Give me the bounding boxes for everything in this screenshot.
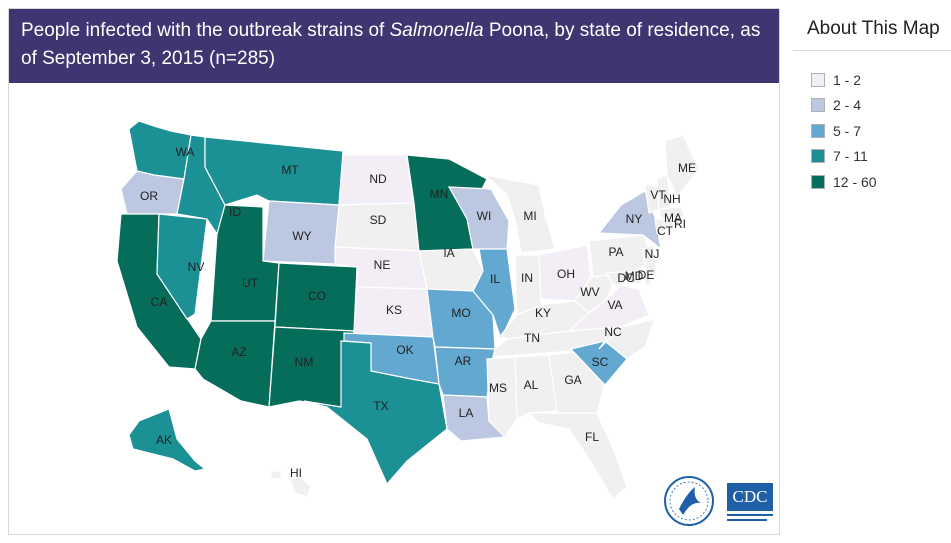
label-VA: VA (607, 298, 622, 312)
label-SD: SD (370, 213, 387, 227)
state-CT[interactable] (654, 218, 674, 234)
label-AL: AL (524, 378, 539, 392)
label-OK: OK (396, 343, 413, 357)
state-VA[interactable] (567, 284, 650, 332)
label-HI: HI (290, 466, 302, 480)
label-IN: IN (521, 271, 533, 285)
legend-label: 2 - 4 (833, 97, 862, 114)
label-MI: MI (523, 209, 536, 223)
state-MS[interactable] (486, 356, 518, 438)
state-MI[interactable] (483, 174, 556, 254)
legend-swatch (811, 72, 825, 87)
label-TX: TX (373, 399, 388, 413)
state-NJ[interactable] (642, 244, 658, 278)
label-KY: KY (535, 306, 551, 320)
label-SC: SC (592, 355, 609, 369)
label-WV: WV (580, 285, 599, 299)
label-IA: IA (443, 246, 454, 260)
label-DC: DC (617, 271, 635, 285)
state-HI[interactable] (270, 470, 312, 498)
map-title: People infected with the outbreak strain… (9, 9, 779, 83)
legend-swatch (811, 149, 825, 164)
label-IL: IL (490, 272, 500, 286)
label-CA: CA (151, 295, 168, 309)
legend-item: 1 - 2 (811, 67, 951, 93)
label-NJ: NJ (645, 247, 660, 261)
state-IL[interactable] (472, 248, 516, 341)
state-DE[interactable] (642, 270, 652, 286)
legend-item: 5 - 7 (811, 118, 951, 144)
state-NY[interactable] (597, 190, 662, 251)
label-CT: CT (657, 224, 674, 238)
state-FL[interactable] (527, 412, 628, 500)
state-TX[interactable] (303, 340, 448, 486)
label-FL: FL (585, 430, 599, 444)
state-AL[interactable] (514, 354, 558, 420)
state-AZ[interactable] (194, 320, 276, 408)
state-MT[interactable] (204, 136, 344, 206)
about-panel: About This Map 1 - 2 2 - 4 5 - 7 7 - 11 … (793, 8, 951, 535)
label-NV: NV (188, 260, 205, 274)
state-ME[interactable] (664, 134, 700, 199)
label-MO: MO (451, 306, 470, 320)
map-legend: 1 - 2 2 - 4 5 - 7 7 - 11 12 - 60 (793, 51, 951, 195)
label-VT: VT (650, 188, 666, 202)
label-GA: GA (564, 373, 581, 387)
label-DE: DE (638, 268, 655, 282)
label-MT: MT (281, 163, 299, 177)
legend-label: 7 - 11 (833, 148, 868, 165)
map-panel: People infected with the outbreak strain… (8, 8, 780, 535)
legend-label: 5 - 7 (833, 122, 862, 139)
label-CO: CO (308, 289, 326, 303)
label-ND: ND (369, 172, 387, 186)
label-WI: WI (477, 209, 492, 223)
label-LA: LA (459, 406, 474, 420)
label-NH: NH (663, 192, 680, 206)
legend-swatch (811, 174, 825, 189)
label-ID: ID (229, 205, 241, 219)
legend-item: 7 - 11 (811, 144, 951, 170)
label-MA: MA (664, 211, 682, 225)
cdc-logo-text: CDC (733, 487, 768, 506)
label-MN: MN (430, 187, 449, 201)
label-UT: UT (242, 276, 259, 290)
state-DC[interactable] (624, 278, 630, 284)
state-AK[interactable] (128, 408, 207, 472)
state-MD[interactable] (606, 270, 644, 286)
label-ME: ME (678, 161, 696, 175)
label-MD: MD (625, 269, 644, 283)
state-MA[interactable] (658, 206, 686, 220)
label-AR: AR (455, 354, 472, 368)
legend-item: 12 - 60 (811, 169, 951, 195)
legend-label: 12 - 60 (833, 173, 877, 190)
label-AZ: AZ (231, 345, 246, 359)
label-NY: NY (626, 212, 643, 226)
legend-item: 2 - 4 (811, 93, 951, 119)
label-NC: NC (604, 325, 622, 339)
cdc-logo: CDC (727, 483, 773, 521)
label-TN: TN (524, 331, 540, 345)
label-RI: RI (674, 217, 686, 231)
hhs-seal-logo (664, 476, 714, 526)
label-OH: OH (557, 267, 575, 281)
label-WA: WA (176, 145, 195, 159)
label-WY: WY (292, 229, 311, 243)
label-AK: AK (156, 433, 172, 447)
label-NM: NM (295, 355, 314, 369)
label-OR: OR (140, 189, 158, 203)
us-map: WA OR CA NV ID MT WY UT AZ CO NM ND SD N… (116, 120, 773, 526)
label-KS: KS (386, 303, 402, 317)
legend-swatch (811, 123, 825, 138)
state-NH[interactable] (656, 174, 672, 210)
legend-swatch (811, 98, 825, 113)
about-this-map-heading[interactable]: About This Map (793, 8, 951, 51)
legend-label: 1 - 2 (833, 71, 862, 88)
label-MS: MS (489, 381, 507, 395)
label-NE: NE (374, 258, 391, 272)
label-PA: PA (608, 245, 623, 259)
